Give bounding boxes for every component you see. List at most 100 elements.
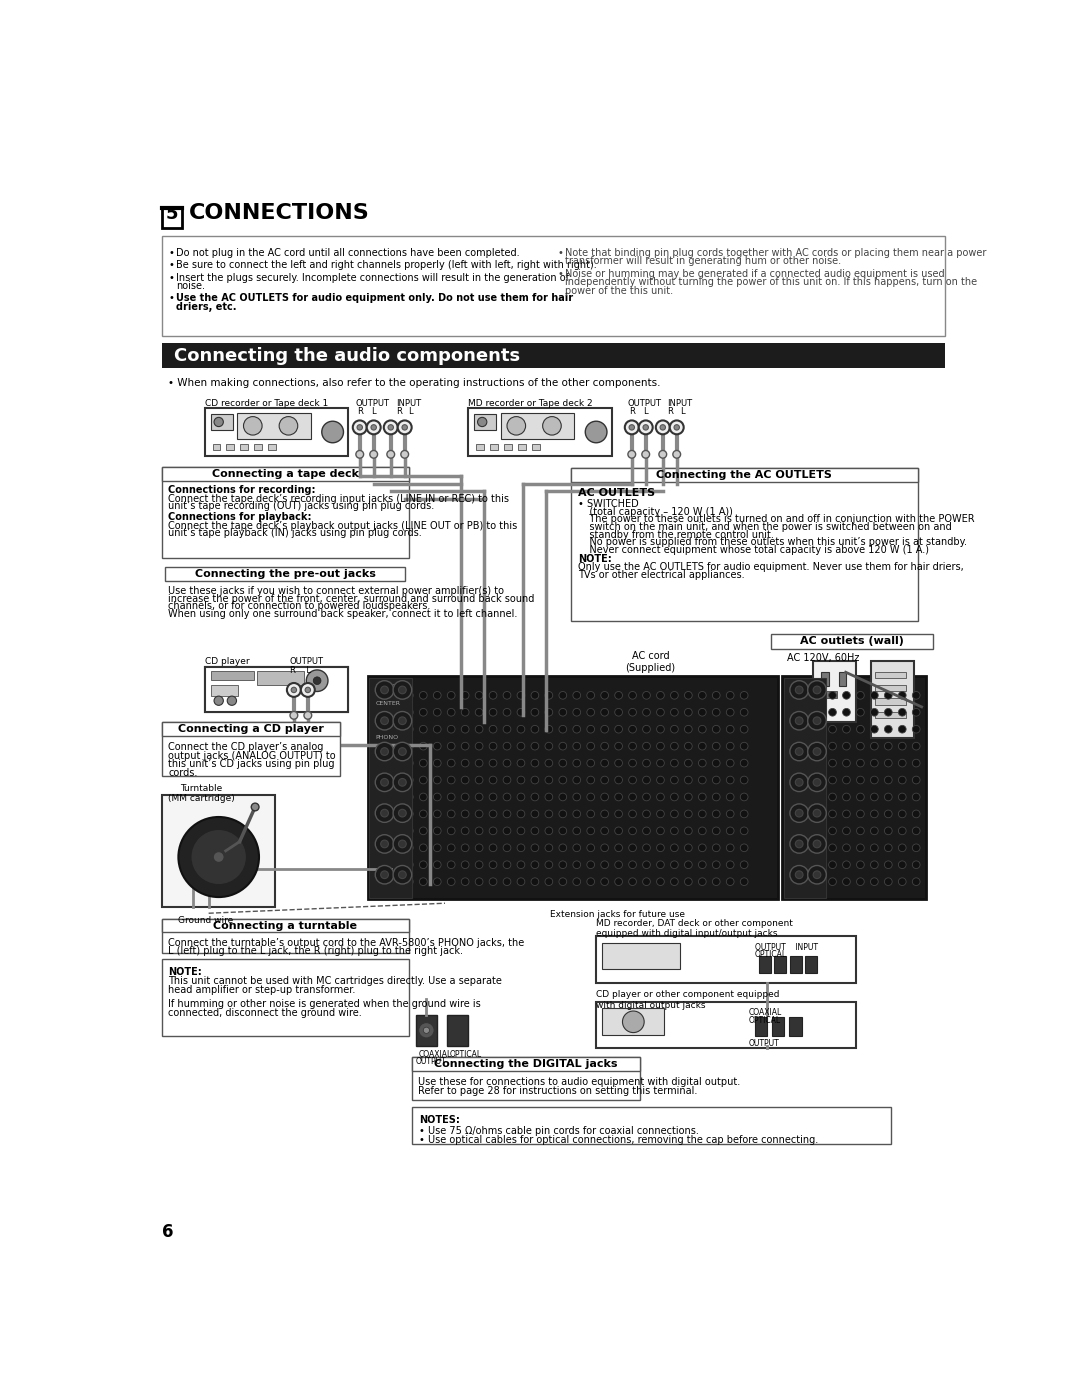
- Text: Ground wire: Ground wire: [177, 916, 233, 925]
- Circle shape: [713, 827, 720, 835]
- Circle shape: [369, 450, 378, 457]
- Circle shape: [856, 877, 864, 886]
- Circle shape: [545, 743, 553, 750]
- Circle shape: [870, 827, 878, 835]
- Circle shape: [913, 810, 920, 818]
- Circle shape: [517, 743, 525, 750]
- Circle shape: [856, 810, 864, 818]
- Circle shape: [740, 844, 748, 852]
- Circle shape: [378, 708, 386, 716]
- Circle shape: [489, 810, 497, 818]
- Bar: [875, 673, 906, 679]
- Circle shape: [685, 691, 692, 700]
- Circle shape: [433, 844, 441, 852]
- Circle shape: [600, 725, 608, 733]
- Bar: [162, 919, 408, 933]
- Circle shape: [531, 743, 539, 750]
- Bar: [875, 698, 906, 705]
- Circle shape: [531, 708, 539, 716]
- Bar: [469, 409, 611, 456]
- Circle shape: [559, 691, 567, 700]
- Bar: [257, 670, 303, 684]
- Circle shape: [615, 725, 622, 733]
- Circle shape: [713, 725, 720, 733]
- Circle shape: [433, 743, 441, 750]
- Text: independently without turning the power of this unit on. If this happens, turn o: independently without turning the power …: [565, 277, 977, 287]
- Circle shape: [572, 810, 581, 818]
- Circle shape: [489, 827, 497, 835]
- Circle shape: [629, 877, 636, 886]
- Bar: [211, 670, 254, 680]
- Circle shape: [913, 844, 920, 852]
- Circle shape: [870, 708, 878, 716]
- Circle shape: [727, 877, 734, 886]
- Circle shape: [475, 827, 483, 835]
- Text: COAXIAL: COAXIAL: [748, 1007, 782, 1017]
- Circle shape: [674, 425, 679, 429]
- Circle shape: [856, 793, 864, 800]
- Text: No power is supplied from these outlets when this unit’s power is at standby.: No power is supplied from these outlets …: [580, 537, 967, 547]
- Text: OUTPUT: OUTPUT: [416, 1058, 446, 1066]
- Text: OUTPUT    INPUT: OUTPUT INPUT: [755, 943, 818, 951]
- Circle shape: [913, 776, 920, 783]
- Circle shape: [517, 776, 525, 783]
- Circle shape: [380, 747, 389, 755]
- Circle shape: [405, 760, 414, 767]
- Text: Connecting a tape deck: Connecting a tape deck: [212, 469, 359, 478]
- Circle shape: [559, 760, 567, 767]
- Bar: [162, 467, 408, 480]
- Circle shape: [713, 793, 720, 800]
- Circle shape: [638, 421, 652, 434]
- Circle shape: [671, 725, 678, 733]
- Circle shape: [545, 691, 553, 700]
- Circle shape: [685, 793, 692, 800]
- Circle shape: [699, 776, 706, 783]
- Circle shape: [387, 450, 394, 457]
- Text: CD player: CD player: [205, 656, 249, 666]
- Text: 6: 6: [162, 1223, 174, 1241]
- Circle shape: [545, 708, 553, 716]
- Circle shape: [899, 743, 906, 750]
- Text: • SWITCHED: • SWITCHED: [578, 499, 639, 509]
- Circle shape: [419, 776, 428, 783]
- Circle shape: [357, 425, 363, 429]
- Bar: [213, 443, 220, 449]
- Circle shape: [913, 760, 920, 767]
- Bar: [446, 1014, 469, 1045]
- Circle shape: [378, 844, 386, 852]
- Circle shape: [600, 743, 608, 750]
- Circle shape: [899, 844, 906, 852]
- Bar: [755, 1017, 768, 1037]
- Circle shape: [842, 860, 850, 869]
- Text: L: L: [679, 407, 685, 416]
- Circle shape: [870, 844, 878, 852]
- Circle shape: [713, 844, 720, 852]
- Circle shape: [433, 877, 441, 886]
- Circle shape: [713, 877, 720, 886]
- Circle shape: [659, 450, 666, 457]
- Circle shape: [727, 844, 734, 852]
- Text: R    L: R L: [291, 666, 311, 676]
- Text: Connecting the DIGITAL jacks: Connecting the DIGITAL jacks: [434, 1059, 618, 1069]
- Circle shape: [657, 691, 664, 700]
- Circle shape: [461, 760, 469, 767]
- Circle shape: [191, 830, 246, 884]
- Text: OUTPUT: OUTPUT: [748, 1038, 780, 1048]
- Circle shape: [699, 877, 706, 886]
- Circle shape: [475, 708, 483, 716]
- Circle shape: [378, 743, 386, 750]
- Circle shape: [572, 877, 581, 886]
- Circle shape: [643, 743, 650, 750]
- Circle shape: [375, 681, 394, 700]
- Circle shape: [643, 708, 650, 716]
- Bar: [211, 414, 232, 429]
- Circle shape: [789, 804, 809, 823]
- Bar: [205, 667, 348, 712]
- Circle shape: [419, 793, 428, 800]
- Text: OUTPUT: OUTPUT: [356, 399, 390, 409]
- Circle shape: [671, 877, 678, 886]
- Circle shape: [213, 852, 225, 862]
- Circle shape: [475, 776, 483, 783]
- Circle shape: [813, 716, 821, 725]
- Text: NOTE:: NOTE:: [168, 967, 202, 977]
